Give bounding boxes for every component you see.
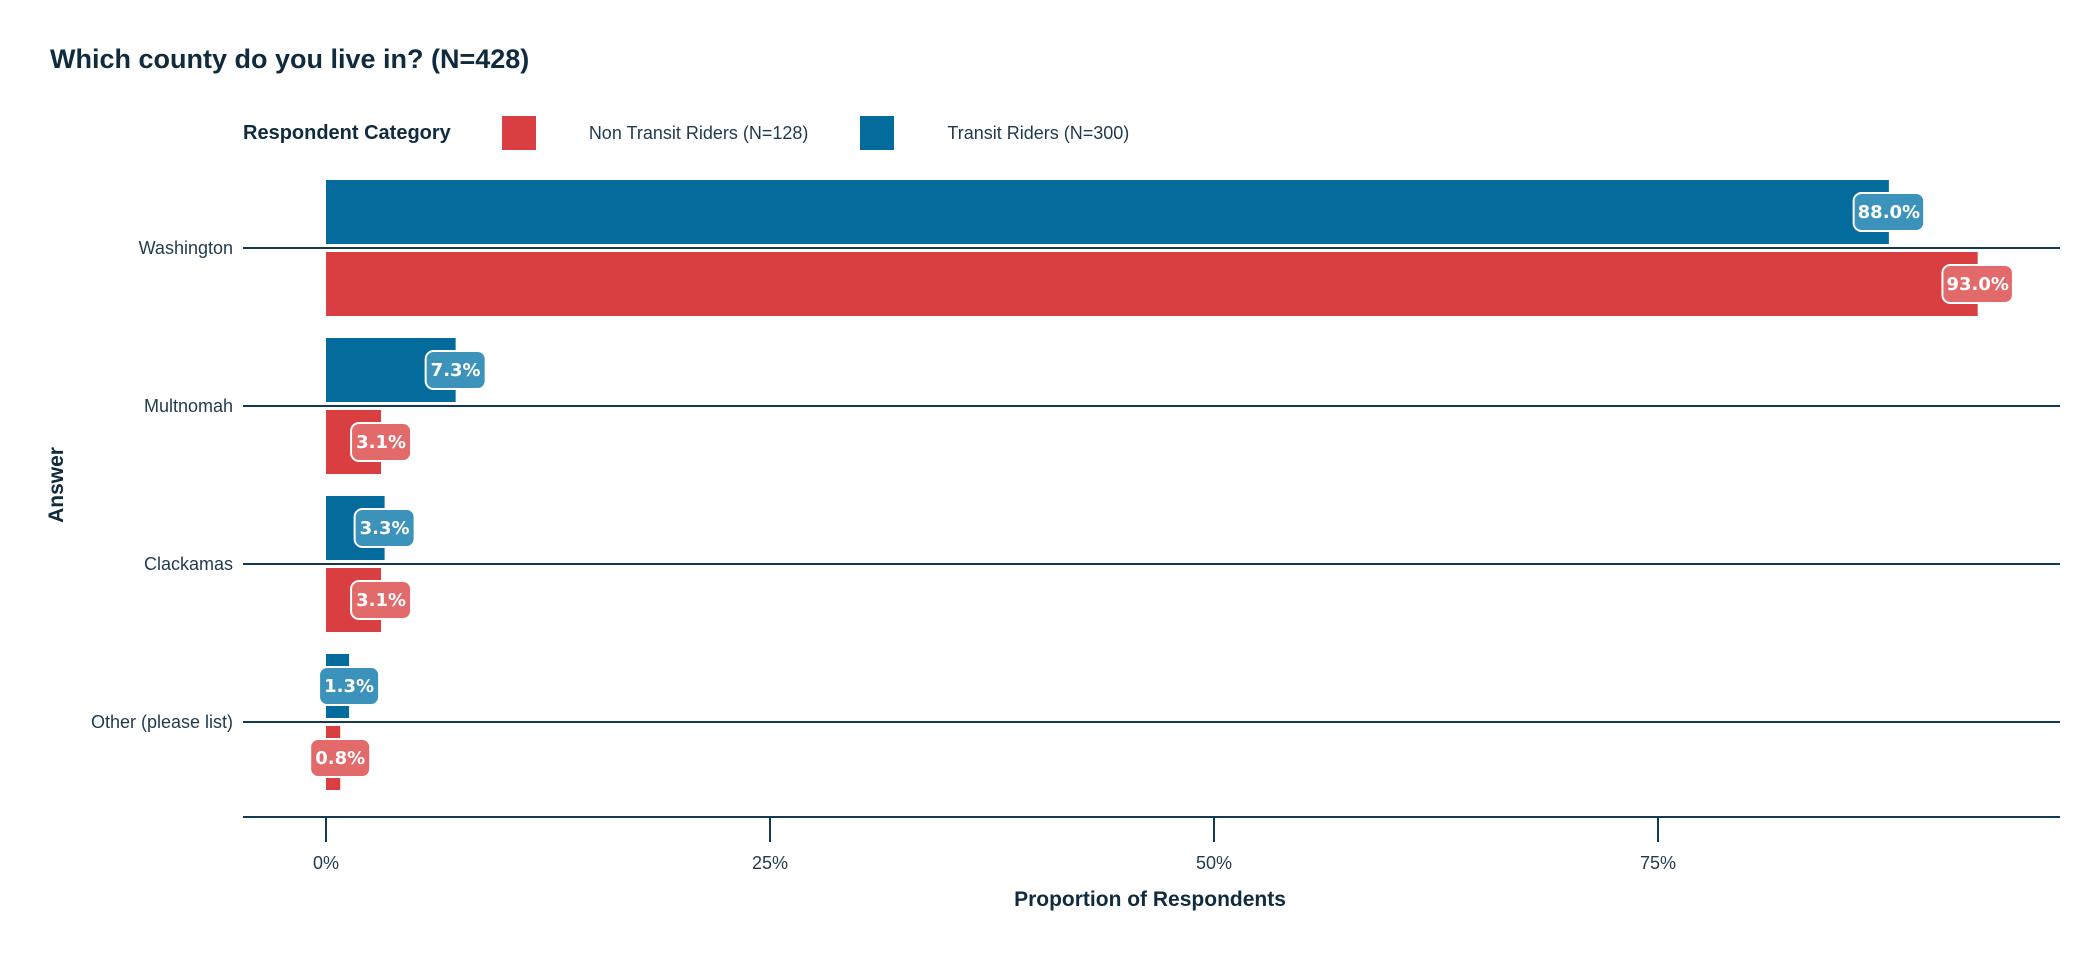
legend-title: Respondent Category [243, 121, 451, 144]
category-label: Clackamas [144, 554, 233, 574]
legend-swatch-non-transit [501, 116, 536, 150]
x-axis: Washington Multnomah Clackamas Other (pleas… [91, 238, 2060, 873]
legend-label-transit: Transit Riders (N=300) [947, 122, 1130, 143]
value-label-box [1852, 192, 1926, 232]
value-label: 3.1% [356, 432, 406, 453]
chart-title: Which county do you live in? (N=428) [50, 44, 530, 74]
value-label: 88.0% [1858, 202, 1920, 223]
value-label: 93.0% [1946, 274, 2008, 295]
category-label: Other (please list) [91, 712, 233, 732]
x-tick-label: 0% [313, 853, 339, 873]
value-label: 0.8% [315, 748, 365, 769]
value-label-box [353, 508, 416, 548]
value-label-box [309, 738, 372, 778]
value-label: 7.3% [431, 360, 481, 381]
x-tick-label: 25% [752, 853, 788, 873]
value-label-box [318, 666, 381, 706]
legend: Respondent Category Non Transit Riders (… [243, 115, 1181, 151]
value-label-box [350, 422, 413, 462]
category-label: Multnomah [144, 396, 233, 416]
legend-label-non-transit: Non Transit Riders (N=128) [588, 122, 809, 143]
x-tick-label: 50% [1196, 853, 1232, 873]
value-label: 3.3% [360, 518, 410, 539]
x-axis-title: Proportion of Respondents [1014, 888, 1286, 911]
value-label: 1.3% [324, 676, 374, 697]
bar-transit-washington [326, 180, 1889, 244]
legend-swatch-transit [860, 116, 895, 150]
bars-layer [326, 180, 1978, 790]
value-label-box [350, 580, 413, 620]
category-rules [243, 247, 2060, 723]
value-label-box [424, 350, 487, 390]
category-label: Washington [139, 238, 233, 258]
x-tick-label: 75% [1640, 853, 1676, 873]
value-labels: 88.0% 93.0% 7.3% 3.1% 3.3% 3.1% 1.3% 0.8% [309, 192, 2014, 778]
y-axis-title: Answer [45, 447, 68, 523]
bar-non-transit-washington [326, 252, 1978, 316]
value-label: 3.1% [356, 590, 406, 611]
value-label-box [1941, 264, 2014, 304]
